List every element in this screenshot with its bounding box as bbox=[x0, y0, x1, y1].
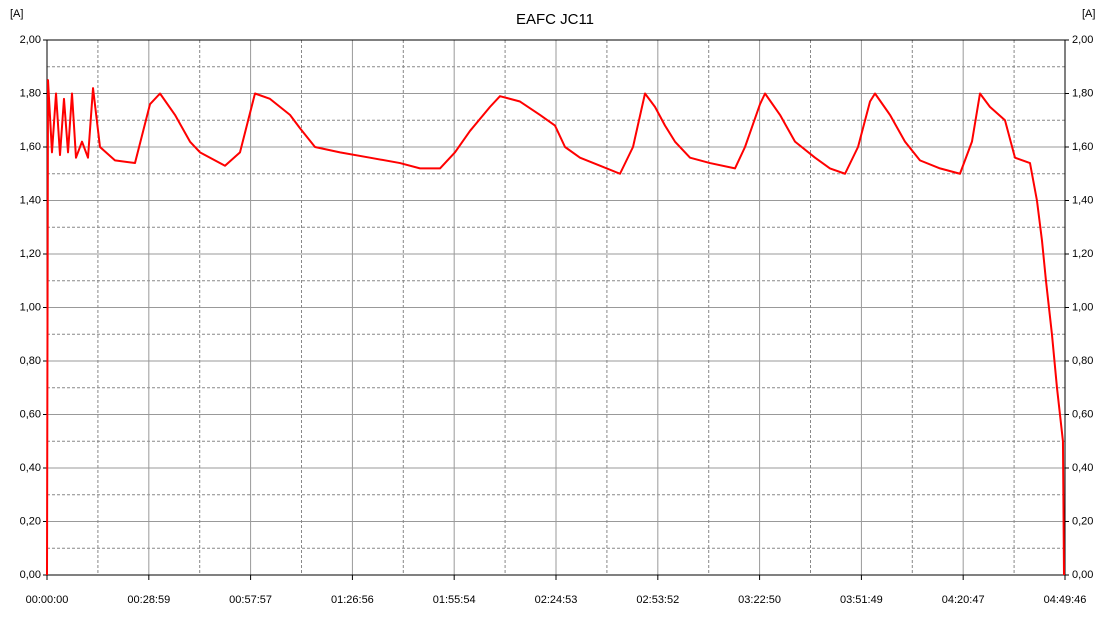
y-tick-label: 1,60 bbox=[20, 141, 41, 153]
x-tick-label: 03:22:50 bbox=[738, 594, 781, 606]
y-tick-label: 1,00 bbox=[20, 301, 41, 313]
y-tick-label-right: 0,80 bbox=[1072, 355, 1093, 367]
x-tick-label: 00:00:00 bbox=[26, 594, 69, 606]
y-tick-label-right: 1,00 bbox=[1072, 301, 1093, 313]
x-tick-label: 01:26:56 bbox=[331, 594, 374, 606]
y-tick-label-right: 1,60 bbox=[1072, 141, 1093, 153]
data-line bbox=[46, 79, 1065, 576]
x-tick-label: 03:51:49 bbox=[840, 594, 883, 606]
y-tick-label: 1,20 bbox=[20, 248, 41, 260]
x-tick-label: 04:20:47 bbox=[942, 594, 985, 606]
y-tick-label-right: 1,80 bbox=[1072, 87, 1093, 99]
y-tick-label-right: 1,40 bbox=[1072, 194, 1093, 206]
x-tick-label: 04:49:46 bbox=[1044, 594, 1087, 606]
y-tick-label: 0,80 bbox=[20, 355, 41, 367]
y-tick-label-right: 1,20 bbox=[1072, 248, 1093, 260]
y-tick-label: 2,00 bbox=[20, 34, 41, 46]
y-axis-label-right: [A] bbox=[1082, 8, 1095, 20]
chart-title: EAFC JC11 bbox=[516, 11, 594, 28]
y-tick-label-right: 0,60 bbox=[1072, 408, 1093, 420]
y-tick-label: 1,80 bbox=[20, 87, 41, 99]
y-tick-label-right: 0,20 bbox=[1072, 515, 1093, 527]
x-tick-label: 02:24:53 bbox=[535, 594, 578, 606]
x-tick-label: 00:57:57 bbox=[229, 594, 272, 606]
y-tick-label-right: 2,00 bbox=[1072, 34, 1093, 46]
y-axis-label: [A] bbox=[10, 8, 23, 20]
x-tick-label: 00:28:59 bbox=[127, 594, 170, 606]
y-tick-label: 0,60 bbox=[20, 408, 41, 420]
y-tick-label: 0,40 bbox=[20, 462, 41, 474]
y-tick-label-right: 0,00 bbox=[1072, 569, 1093, 581]
y-tick-label-right: 0,40 bbox=[1072, 462, 1093, 474]
x-tick-label: 01:55:54 bbox=[433, 594, 476, 606]
x-tick-label: 02:53:52 bbox=[636, 594, 679, 606]
y-tick-label: 0,00 bbox=[20, 569, 41, 581]
y-tick-label: 0,20 bbox=[20, 515, 41, 527]
y-tick-label: 1,40 bbox=[20, 194, 41, 206]
